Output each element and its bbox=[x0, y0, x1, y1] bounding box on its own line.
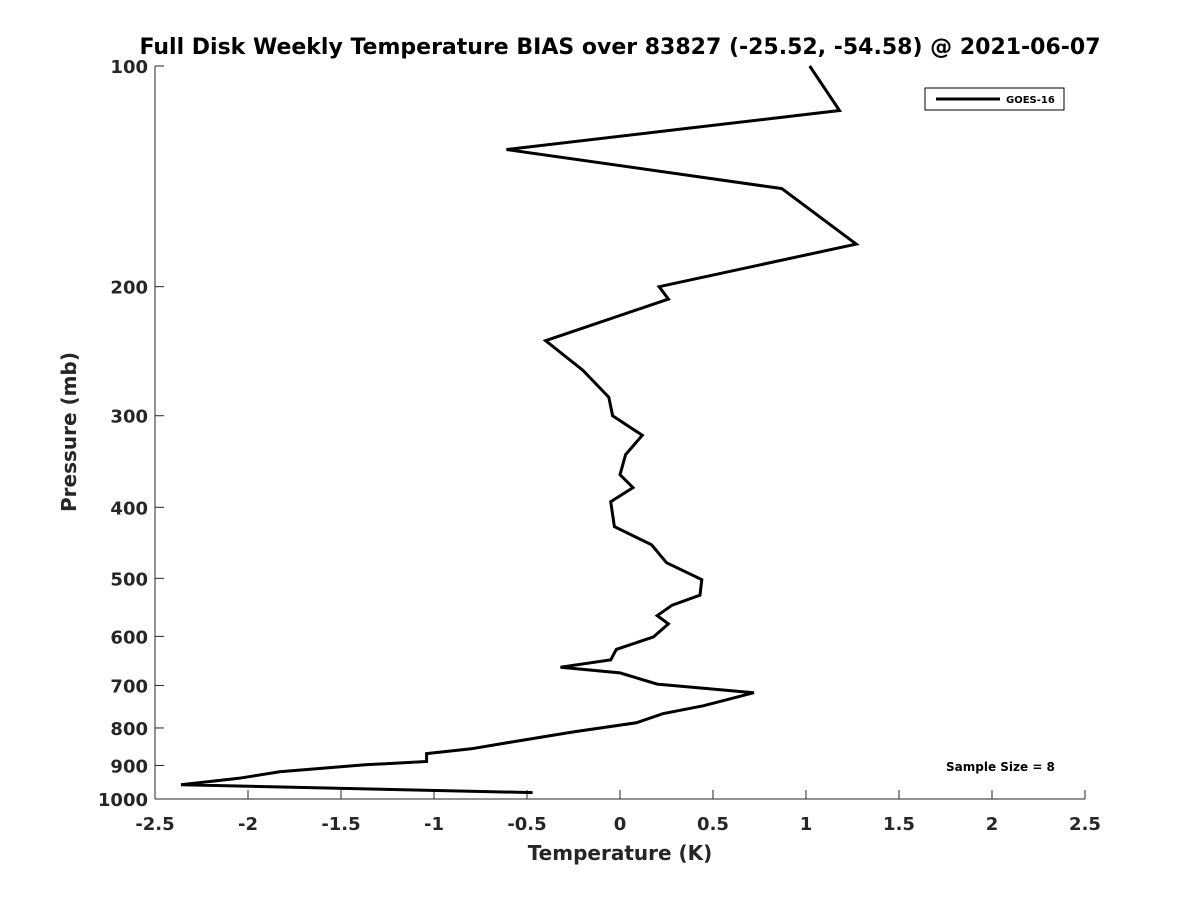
chart-title: Full Disk Weekly Temperature BIAS over 8… bbox=[139, 35, 1100, 60]
x-tick-label: 2.5 bbox=[1069, 814, 1101, 835]
y-tick-label: 400 bbox=[110, 498, 148, 519]
legend: GOES-16 bbox=[924, 87, 1065, 111]
legend-label-goes-16: GOES-16 bbox=[1006, 95, 1055, 106]
y-tick-label: 700 bbox=[110, 676, 148, 697]
x-tick-label: 1.5 bbox=[883, 814, 915, 835]
x-tick-label: 0 bbox=[614, 814, 627, 835]
y-tick-label: 500 bbox=[110, 569, 148, 590]
x-tick-label: -1.5 bbox=[321, 814, 360, 835]
y-tick-label: 100 bbox=[110, 57, 148, 78]
x-tick-label: 1 bbox=[800, 814, 813, 835]
x-tick-label: -2 bbox=[238, 814, 258, 835]
x-axis-label: Temperature (K) bbox=[528, 841, 713, 865]
x-tick-label: 2 bbox=[986, 814, 999, 835]
series-layer bbox=[180, 65, 860, 795]
y-axis-label: Pressure (mb) bbox=[57, 352, 81, 512]
y-tick-label: 200 bbox=[110, 278, 148, 299]
x-tick-label: -2.5 bbox=[135, 814, 174, 835]
x-axis-ticks: -2.5 -2 -1.5 -1 -0.5 0 0.5 1 1.5 2 2.5 bbox=[135, 790, 1101, 835]
y-tick-label: 600 bbox=[110, 627, 148, 648]
x-tick-label: -0.5 bbox=[507, 814, 546, 835]
y-tick-label: 1000 bbox=[98, 790, 148, 811]
x-tick-label: -1 bbox=[424, 814, 444, 835]
x-tick-label: 0.5 bbox=[697, 814, 729, 835]
y-tick-label: 800 bbox=[110, 719, 148, 740]
sample-size-label: Sample Size = 8 bbox=[946, 760, 1055, 774]
y-tick-label: 300 bbox=[110, 407, 148, 428]
series-line-goes-16 bbox=[180, 65, 860, 795]
y-tick-label: 900 bbox=[110, 756, 148, 777]
y-axis-ticks: 100 200 300 400 500 600 700 800 900 1000 bbox=[98, 57, 164, 811]
